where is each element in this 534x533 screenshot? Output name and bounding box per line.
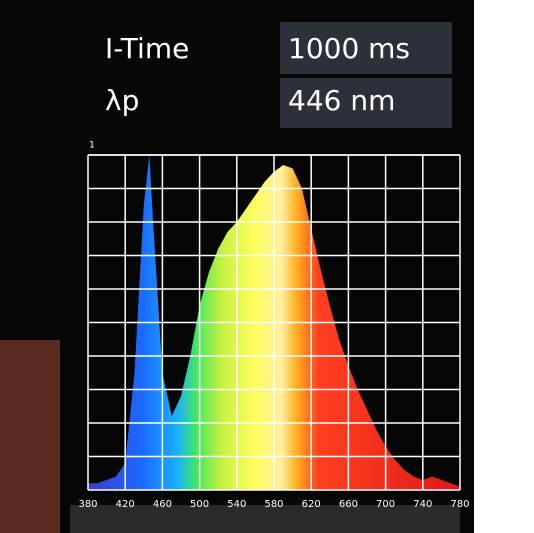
x-tick-label: 500 xyxy=(190,499,209,510)
x-tick-label: 700 xyxy=(376,499,395,510)
finger xyxy=(0,340,60,533)
y-tick-label: 1 xyxy=(89,141,95,151)
x-tick-label: 580 xyxy=(264,499,283,510)
x-tick-label: 540 xyxy=(227,499,246,510)
x-tick-label: 460 xyxy=(153,499,172,510)
x-tick-label: 660 xyxy=(339,499,358,510)
bottom-bar xyxy=(70,505,460,533)
x-tick-label: 420 xyxy=(116,499,135,510)
x-tick-label: 620 xyxy=(302,499,321,510)
plot: 380 420 460 500 540 580 620 660 700 740 780 1 xyxy=(78,141,469,511)
x-tick-label: 740 xyxy=(413,499,432,510)
x-tick-label: 380 xyxy=(78,499,97,510)
value: 446 nm xyxy=(288,84,395,117)
value-box xyxy=(280,22,452,74)
x-tick-label: 780 xyxy=(450,499,469,510)
value-box xyxy=(280,78,452,128)
value: 1000 ms xyxy=(288,32,410,65)
label: λp xyxy=(105,84,139,117)
label: I-Time xyxy=(105,32,189,65)
